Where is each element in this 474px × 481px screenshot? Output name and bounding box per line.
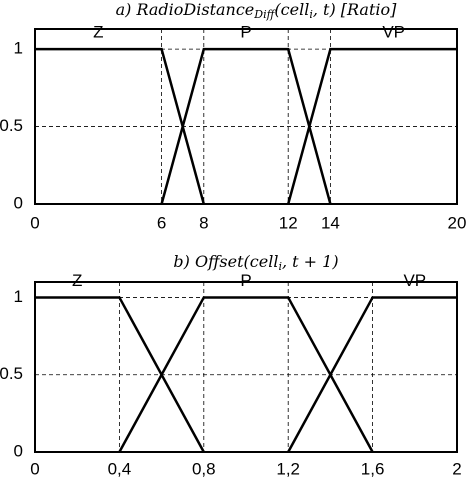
x-tick-label: 0 [30, 459, 39, 478]
x-tick-label: 1,2 [276, 459, 300, 478]
title-part: , t) [Ratio] [313, 0, 397, 19]
plot-frame [34, 28, 458, 205]
y-tick-label: 0.5 [0, 116, 23, 135]
title-part: a) RadioDistance [116, 0, 255, 19]
x-tick-label: 12 [279, 213, 298, 232]
membership-line [35, 47, 206, 205]
title-subscript: i [309, 8, 313, 21]
plot-frame [34, 281, 458, 453]
x-tick-label: 1,6 [361, 459, 385, 478]
series-label: Z [72, 271, 82, 290]
membership-line [287, 296, 457, 453]
series-label: VP [403, 271, 426, 290]
title-subscript: Diff [253, 8, 276, 21]
y-tick-label: 0 [14, 193, 23, 212]
title-part: b) Offset(cell [173, 252, 278, 271]
title-subscript: i [278, 260, 282, 273]
x-tick-label: 14 [321, 213, 340, 232]
y-tick-label: 0 [14, 441, 23, 460]
chart-title: b) Offset(celli, t + 1) [173, 252, 338, 274]
membership-line [35, 296, 205, 453]
x-tick-label: 0,8 [192, 459, 216, 478]
x-tick-label: 0 [30, 213, 39, 232]
series-label: VP [382, 23, 405, 42]
x-tick-label: 8 [199, 213, 208, 232]
series-label: P [240, 271, 251, 290]
series-label: P [240, 23, 251, 42]
x-tick-label: 6 [157, 213, 166, 232]
y-tick-label: 0.5 [0, 364, 23, 383]
x-tick-label: 2 [452, 459, 461, 478]
y-tick-label: 1 [14, 39, 23, 58]
title-part: , t + 1) [282, 252, 339, 271]
membership-line [286, 47, 457, 205]
chart-title: a) RadioDistanceDiff(celli, t) [Ratio] [116, 0, 398, 21]
x-tick-label: 0,4 [108, 459, 132, 478]
x-tick-label: 20 [448, 213, 467, 232]
series-label: Z [93, 23, 103, 42]
title-part: (cell [274, 0, 309, 19]
y-tick-label: 1 [14, 287, 23, 306]
